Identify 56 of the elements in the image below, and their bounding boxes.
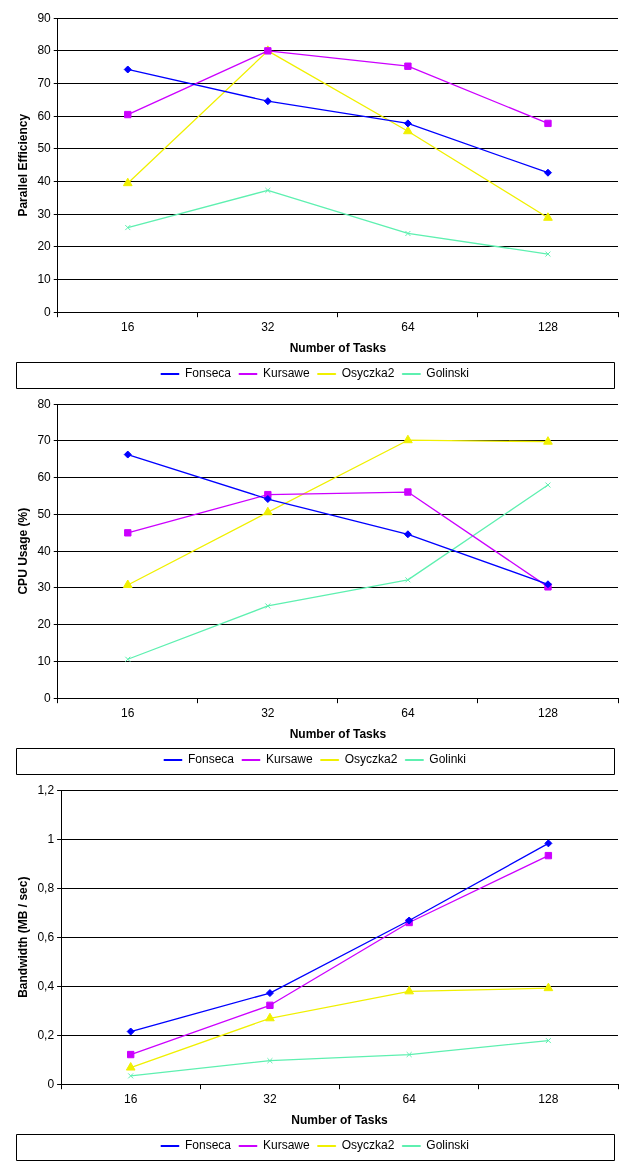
legend-label: Golinski xyxy=(426,366,470,381)
y-tick-label: 60 xyxy=(37,108,52,123)
y-tick-label: 10 xyxy=(37,653,52,668)
legend-label: Golinski xyxy=(426,1138,470,1153)
x-axis-title: Number of Tasks xyxy=(291,1113,389,1128)
x-tick-label: 128 xyxy=(537,705,559,720)
y-tick-label: 80 xyxy=(37,43,52,58)
x-tick-label: 128 xyxy=(537,319,559,334)
y-tick-label: 0,6 xyxy=(37,929,55,944)
y-tick-label: 30 xyxy=(37,580,52,595)
y-tick-label: 10 xyxy=(37,271,52,286)
y-tick-label: 0,4 xyxy=(37,978,55,993)
y-axis-title: Bandwidth (MB / sec) xyxy=(15,876,30,998)
y-tick-label: 50 xyxy=(37,506,52,521)
y-tick-label: 0 xyxy=(47,1076,55,1091)
x-tick-label: 32 xyxy=(261,705,275,720)
x-tick-label: 64 xyxy=(402,1091,417,1106)
y-tick-label: 20 xyxy=(37,617,52,632)
x-tick-label: 128 xyxy=(538,1091,559,1106)
y-axis-title: CPU Usage (%) xyxy=(15,507,30,595)
x-tick-label: 32 xyxy=(263,1091,277,1106)
y-tick-label: 40 xyxy=(37,173,52,188)
y-tick-label: 80 xyxy=(37,396,52,411)
y-tick-label: 1 xyxy=(47,831,55,846)
legend-label: Fonseca xyxy=(184,1138,232,1153)
x-tick-label: 32 xyxy=(261,319,275,334)
y-tick-label: 0 xyxy=(44,304,52,319)
y-tick-label: 1,2 xyxy=(37,782,55,797)
legend-label: Fonseca xyxy=(187,752,235,767)
y-tick-label: 60 xyxy=(37,470,52,485)
y-tick-label: 70 xyxy=(37,75,52,90)
legend-label: Kursawe xyxy=(265,752,313,767)
y-axis-title: Parallel Efficiency xyxy=(15,113,30,217)
legend-label: Golinki xyxy=(429,752,467,767)
legend-label: Osyczka2 xyxy=(344,752,398,767)
legend-label: Fonseca xyxy=(184,366,232,381)
y-tick-label: 0,8 xyxy=(37,880,55,895)
legend-label: Osyczka2 xyxy=(341,366,395,381)
y-tick-label: 0,2 xyxy=(37,1027,55,1042)
x-axis-title: Number of Tasks xyxy=(289,341,387,356)
x-tick-label: 16 xyxy=(124,1091,138,1106)
legend-label: Osyczka2 xyxy=(341,1138,395,1153)
y-tick-label: 40 xyxy=(37,543,52,558)
x-tick-label: 64 xyxy=(401,705,415,720)
y-tick-label: 0 xyxy=(44,690,52,705)
x-axis-title: Number of Tasks xyxy=(289,727,387,742)
legend-label: Kursawe xyxy=(262,1138,310,1153)
y-tick-label: 30 xyxy=(37,206,52,221)
y-tick-label: 50 xyxy=(37,141,52,156)
y-tick-label: 70 xyxy=(37,433,52,448)
legend-label: Kursawe xyxy=(262,366,310,381)
y-tick-label: 20 xyxy=(37,239,52,254)
x-tick-label: 64 xyxy=(401,319,415,334)
y-tick-label: 90 xyxy=(37,10,52,25)
x-tick-label: 16 xyxy=(121,319,135,334)
x-tick-label: 16 xyxy=(121,705,135,720)
